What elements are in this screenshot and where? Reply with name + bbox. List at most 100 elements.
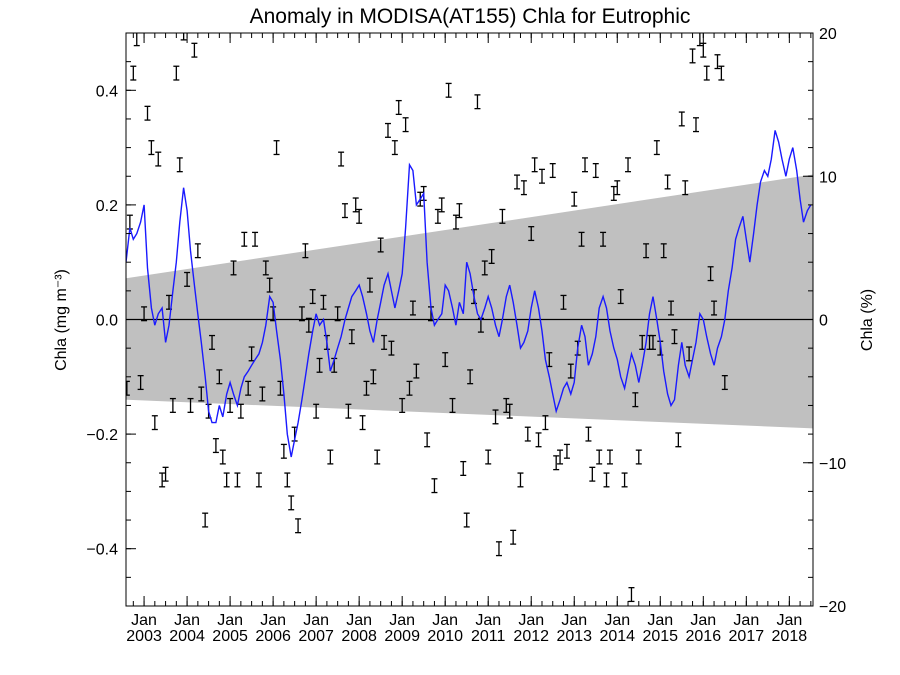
error-bar xyxy=(481,260,488,276)
error-bar xyxy=(237,403,244,419)
error-bar xyxy=(241,231,248,247)
error-bar xyxy=(596,449,603,465)
error-bar xyxy=(649,334,656,350)
error-bar xyxy=(614,180,621,196)
error-bar xyxy=(359,415,366,431)
plot-area xyxy=(126,33,813,603)
error-bar xyxy=(381,334,388,350)
axes: 0.40.20.0−0.2−0.420100−10−20Jan2003Jan20… xyxy=(86,26,846,645)
error-bar xyxy=(711,300,718,316)
error-bar xyxy=(169,397,176,413)
error-bar xyxy=(187,397,194,413)
error-bar xyxy=(388,340,395,356)
y-axis-label-left: Chla (mg m⁻³) xyxy=(53,269,70,371)
error-bar xyxy=(664,174,671,190)
error-bar xyxy=(176,157,183,173)
error-bar xyxy=(284,472,291,488)
error-bar xyxy=(391,140,398,156)
error-bar xyxy=(582,157,589,173)
x-tick-year: 2016 xyxy=(686,628,722,645)
error-bar xyxy=(517,472,524,488)
error-bar xyxy=(553,455,560,471)
error-bar xyxy=(180,33,187,41)
error-bar xyxy=(209,334,216,350)
error-bar xyxy=(348,329,355,345)
y2-tick-label: 20 xyxy=(819,26,837,43)
error-bar xyxy=(245,380,252,396)
x-tick-month: Jan xyxy=(690,612,716,629)
error-bar xyxy=(223,472,230,488)
error-bar xyxy=(144,105,151,121)
x-tick-month: Jan xyxy=(131,612,157,629)
error-bar xyxy=(542,415,549,431)
error-bar xyxy=(137,375,144,391)
error-bar xyxy=(262,260,269,276)
error-bar xyxy=(503,397,510,413)
error-bar xyxy=(434,208,441,224)
error-bar xyxy=(567,363,574,379)
x-tick-month: Jan xyxy=(776,612,802,629)
x-tick-month: Jan xyxy=(217,612,243,629)
y-axis-label-right: Chla (%) xyxy=(859,289,876,351)
error-bar xyxy=(216,369,223,385)
x-tick-year: 2015 xyxy=(642,628,678,645)
x-tick-month: Jan xyxy=(561,612,587,629)
error-bar xyxy=(449,397,456,413)
error-bar xyxy=(202,512,209,528)
error-bar xyxy=(510,529,517,545)
error-bar xyxy=(692,117,699,133)
error-bar xyxy=(273,140,280,156)
error-bar xyxy=(499,208,506,224)
error-bar xyxy=(585,426,592,442)
error-bar xyxy=(191,42,198,58)
x-tick-year: 2009 xyxy=(384,628,420,645)
error-bar xyxy=(370,369,377,385)
y2-tick-label: −10 xyxy=(819,456,846,473)
error-bar xyxy=(549,162,556,179)
error-bar xyxy=(219,449,226,465)
error-bar xyxy=(266,277,273,293)
error-bar xyxy=(571,191,578,207)
error-bar xyxy=(463,512,470,528)
error-bar xyxy=(660,243,667,259)
error-bar xyxy=(703,65,710,81)
error-bar xyxy=(316,357,323,373)
error-bar xyxy=(531,157,538,173)
x-tick-year: 2013 xyxy=(556,628,592,645)
error-bar xyxy=(356,208,363,224)
error-bar xyxy=(653,140,660,156)
error-bar xyxy=(643,243,650,259)
error-bar xyxy=(488,248,495,264)
error-bar xyxy=(600,231,607,247)
trend-band xyxy=(126,174,813,429)
x-tick-year: 2003 xyxy=(126,628,162,645)
error-bar xyxy=(592,162,599,179)
error-bar xyxy=(452,214,459,230)
error-bar xyxy=(173,65,180,81)
error-bar xyxy=(445,82,452,98)
x-tick-month: Jan xyxy=(733,612,759,629)
error-bar xyxy=(194,243,201,259)
error-bar xyxy=(682,180,689,196)
error-bar xyxy=(560,294,567,310)
error-bar xyxy=(298,306,305,322)
error-bar xyxy=(625,157,632,173)
error-bar xyxy=(460,460,467,477)
error-bar xyxy=(668,300,675,316)
error-bar xyxy=(162,466,169,482)
error-bar xyxy=(678,111,685,127)
y2-tick-label: −20 xyxy=(819,599,846,616)
error-bar xyxy=(309,289,316,305)
y2-tick-label: 0 xyxy=(819,313,828,330)
error-bar xyxy=(141,306,148,322)
error-bar xyxy=(578,231,585,247)
error-bar xyxy=(341,203,348,219)
error-bar xyxy=(474,94,481,110)
error-bar xyxy=(313,403,320,419)
y-tick-label: 0.0 xyxy=(96,313,118,330)
error-bar xyxy=(377,237,384,253)
error-bar xyxy=(399,397,406,413)
error-bar xyxy=(442,352,449,368)
error-bar xyxy=(402,117,409,133)
error-bar xyxy=(675,432,682,448)
